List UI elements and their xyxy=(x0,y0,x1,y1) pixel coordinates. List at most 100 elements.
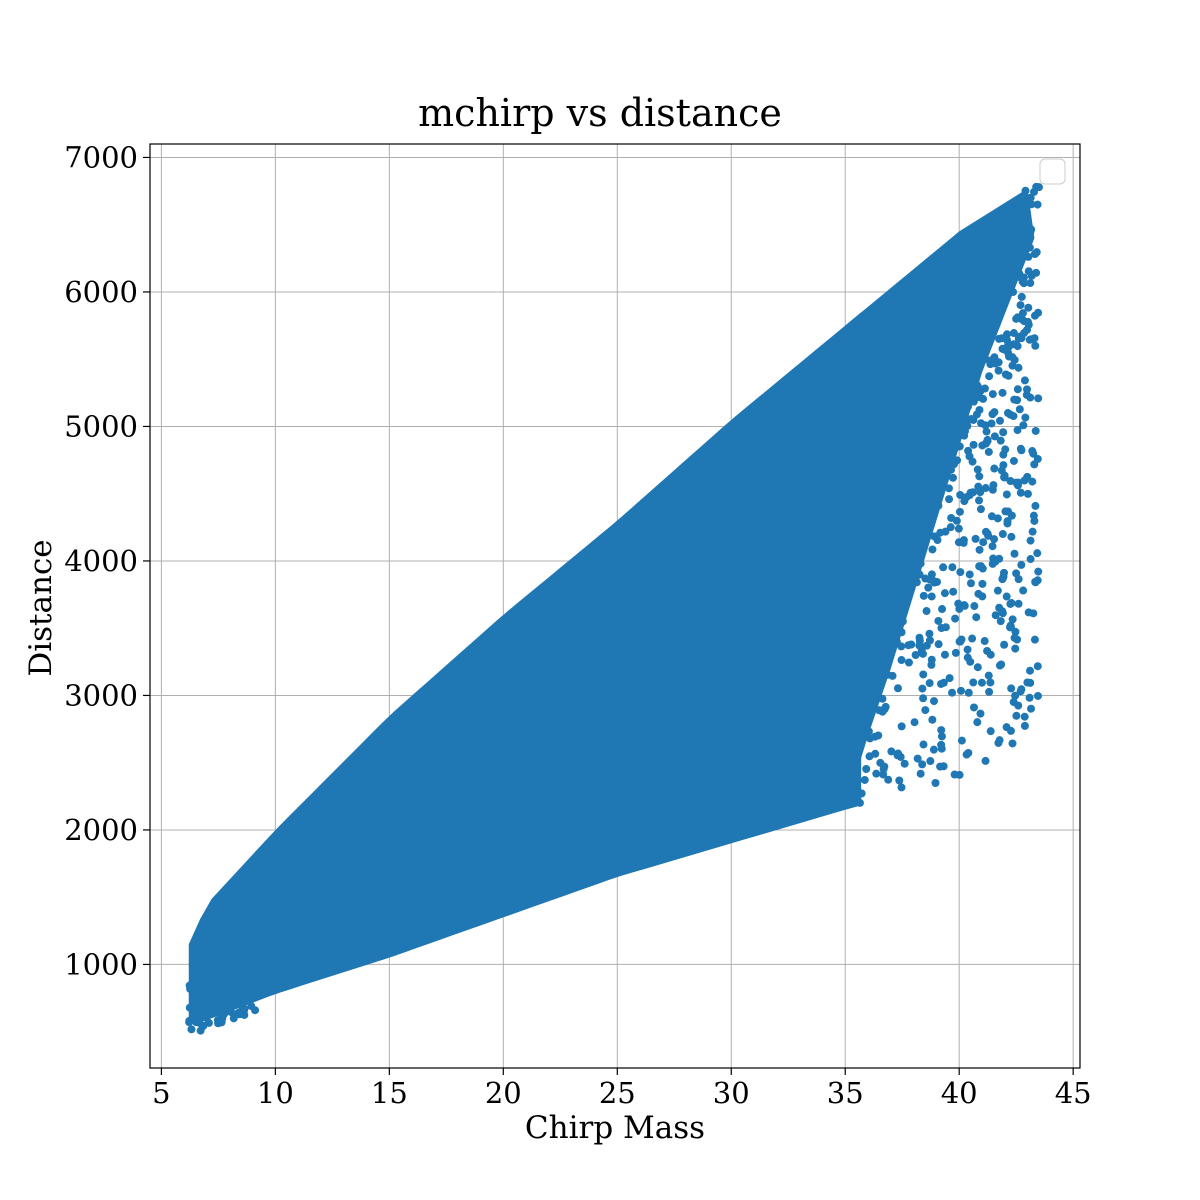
scatter-point xyxy=(217,959,226,968)
scatter-point xyxy=(956,310,965,319)
scatter-point xyxy=(1011,644,1020,653)
scatter-point xyxy=(1013,385,1022,394)
scatter-point xyxy=(860,499,869,508)
scatter-point xyxy=(905,390,914,399)
scatter-point xyxy=(934,304,943,313)
scatter-point xyxy=(893,495,902,504)
scatter-point xyxy=(845,656,854,665)
scatter-point xyxy=(951,239,960,248)
scatter-point xyxy=(965,313,974,322)
scatter-point xyxy=(973,718,982,727)
scatter-point xyxy=(852,513,861,522)
scatter-point xyxy=(1015,405,1024,414)
y-axis-label: Distance xyxy=(23,539,59,676)
scatter-point xyxy=(970,334,979,343)
scatter-point xyxy=(925,629,934,638)
scatter-point xyxy=(898,617,907,626)
scatter-point xyxy=(916,559,925,568)
scatter-point xyxy=(957,635,966,644)
scatter-point xyxy=(955,507,964,516)
scatter-point xyxy=(845,372,854,381)
scatter-point xyxy=(203,966,212,975)
scatter-point xyxy=(899,519,908,528)
scatter-point xyxy=(922,607,931,616)
scatter-point xyxy=(860,775,869,784)
scatter-point xyxy=(1009,456,1018,465)
scatter-point xyxy=(937,409,946,418)
scatter-point xyxy=(907,316,916,325)
scatter-point xyxy=(843,645,852,654)
scatter-point xyxy=(860,387,869,396)
scatter-point xyxy=(841,517,850,526)
scatter-point xyxy=(879,770,888,779)
scatter-point xyxy=(995,256,1004,265)
scatter-point xyxy=(842,622,851,631)
scatter-point xyxy=(1014,599,1023,608)
scatter-point xyxy=(903,406,912,415)
y-tick-label: 7000 xyxy=(64,140,138,174)
scatter-point xyxy=(988,390,997,399)
scatter-point xyxy=(231,982,240,991)
scatter-point xyxy=(869,313,878,322)
scatter-point xyxy=(221,943,230,952)
scatter-point xyxy=(911,414,920,423)
scatter-point xyxy=(190,979,199,988)
scatter-point xyxy=(985,372,994,381)
scatter-point xyxy=(864,660,873,669)
scatter-point xyxy=(916,400,925,409)
scatter-point xyxy=(947,286,956,295)
scatter-point xyxy=(847,495,856,504)
chart-title: mchirp vs distance xyxy=(418,91,782,135)
scatter-point xyxy=(991,557,1000,566)
scatter-point xyxy=(948,405,957,414)
scatter-point xyxy=(1034,567,1043,576)
scatter-point xyxy=(950,366,959,375)
scatter-point xyxy=(946,465,955,474)
scatter-point xyxy=(960,253,969,262)
scatter-point xyxy=(866,522,875,531)
scatter-point xyxy=(855,798,864,807)
scatter-point xyxy=(851,411,860,420)
scatter-point xyxy=(1026,666,1035,675)
scatter-point xyxy=(913,461,922,470)
scatter-point xyxy=(963,392,972,401)
scatter-point xyxy=(960,427,969,436)
scatter-point xyxy=(919,694,928,703)
scatter-point xyxy=(945,674,954,683)
scatter-point xyxy=(929,745,938,754)
x-tick-label: 15 xyxy=(371,1076,408,1110)
scatter-point xyxy=(864,413,873,422)
scatter-point xyxy=(926,757,935,766)
scatter-point xyxy=(1002,250,1011,259)
scatter-point xyxy=(880,404,889,413)
scatter-point xyxy=(252,954,261,963)
scatter-point xyxy=(894,341,903,350)
scatter-point xyxy=(919,670,928,679)
scatter-point xyxy=(885,352,894,361)
scatter-point xyxy=(214,972,223,981)
scatter-point xyxy=(972,613,981,622)
scatter-point xyxy=(1016,687,1025,696)
scatter-point xyxy=(973,324,982,333)
x-axis-label: Chirp Mass xyxy=(525,1110,705,1146)
scatter-point xyxy=(1000,640,1009,649)
scatter-point xyxy=(955,380,964,389)
scatter-point xyxy=(1003,517,1012,526)
scatter-point xyxy=(1024,303,1033,312)
scatter-point xyxy=(883,619,892,628)
scatter-point xyxy=(1002,592,1011,601)
scatter-point xyxy=(960,239,969,248)
scatter-point xyxy=(969,703,978,712)
scatter-point xyxy=(975,257,984,266)
scatter-point xyxy=(205,989,214,998)
scatter-point xyxy=(977,274,986,283)
scatter-point xyxy=(919,330,928,339)
scatter-point xyxy=(918,275,927,284)
scatter-point xyxy=(881,360,890,369)
scatter-point xyxy=(872,769,881,778)
scatter-point xyxy=(929,371,938,380)
scatter-point xyxy=(1013,313,1022,322)
scatter-point xyxy=(185,1016,194,1025)
scatter-point xyxy=(1030,635,1039,644)
scatter-point xyxy=(1015,272,1024,281)
